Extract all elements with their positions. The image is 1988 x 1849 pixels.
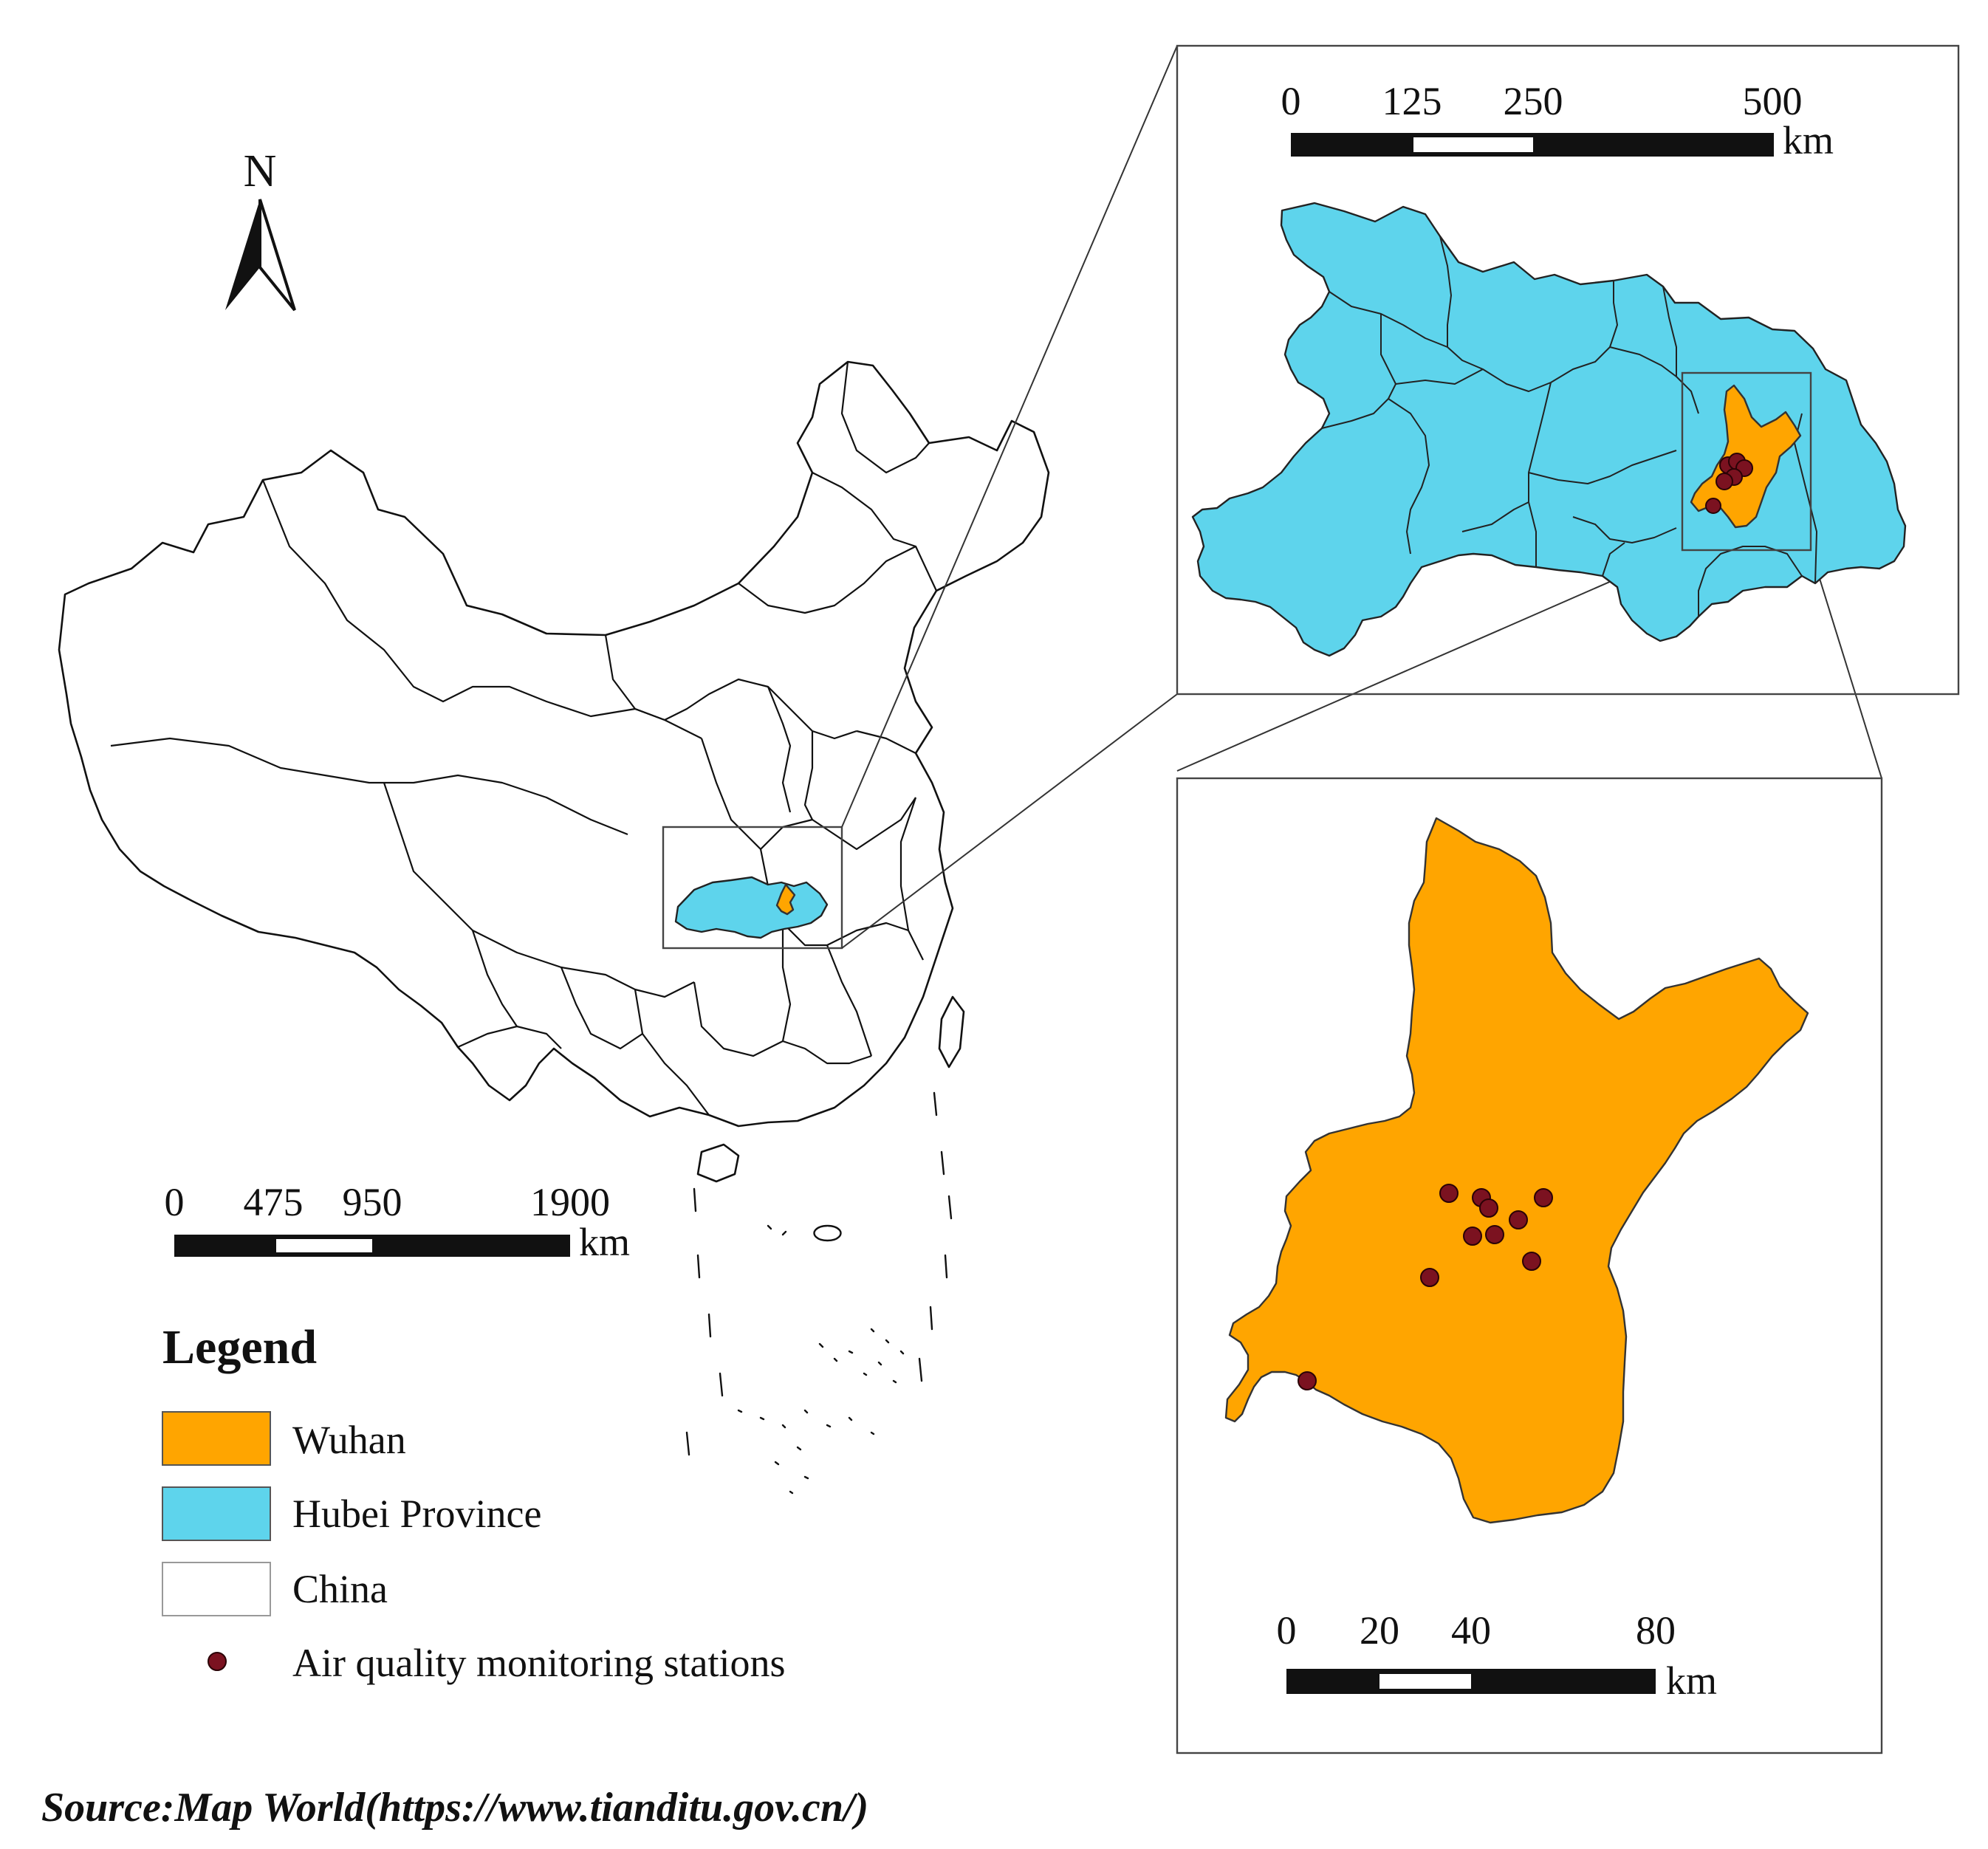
wuhan-stations [1298,1184,1553,1390]
legend-label: Hubei Province [292,1492,541,1536]
hubei-inset-wuhan [1690,384,1802,529]
station-marker [1298,1371,1317,1390]
station-marker [1534,1188,1553,1207]
scale-tick-label: 0 [1281,79,1301,123]
scale-tick-label: 950 [343,1180,402,1224]
legend-label: China [292,1567,388,1611]
scale-tick-label: 250 [1504,79,1563,123]
scale-unit: km [1666,1658,1717,1703]
station-marker [1485,1225,1504,1244]
legend-swatch-wuhan [162,1411,271,1466]
china-map [58,360,1050,1495]
legend-label: Air quality monitoring stations [292,1641,785,1685]
legend-swatch-china [162,1562,271,1616]
wuhan-inset [1176,777,1883,1754]
hubei-inset-frame [1176,44,1960,696]
leader-lines [841,45,1882,949]
china-hubei-frame [662,826,843,950]
scale-unit: km [1783,118,1834,162]
legend-label: Wuhan [292,1418,406,1462]
hubei-province-shape [1191,202,1907,657]
scale-unit: km [579,1220,630,1264]
station-marker [1463,1227,1482,1246]
scale-tick-label: 475 [244,1180,304,1224]
station-marker [1420,1268,1439,1287]
scale-tick-label: 40 [1451,1608,1491,1653]
station-marker [1479,1198,1498,1218]
hubei-inset [1176,44,1960,696]
legend-swatch-hubei [162,1486,271,1541]
scale-tick-label: 125 [1382,79,1442,123]
north-arrow-icon [225,199,260,310]
north-arrow: N [225,146,296,312]
scale-tick-label: 1900 [530,1180,610,1224]
scale-tick-label: 80 [1636,1608,1676,1653]
station-marker [1522,1252,1541,1271]
legend: Legend Wuhan Hubei Province China Air qu… [162,1320,785,1685]
legend-station-icon [208,1652,227,1671]
legend-title: Legend [162,1320,317,1374]
source-credit: Source:Map World(https://www.tianditu.go… [41,1785,868,1831]
wuhan-city-shape [1224,817,1809,1524]
hubei-scale-bar: 0 125 250 500 km [1281,79,1834,162]
china-scale-bar: 0 475 950 1900 km [165,1180,631,1264]
scale-tick-label: 0 [1277,1608,1297,1653]
china-outline [58,360,1050,1128]
south-china-sea-islands [685,1091,953,1495]
wuhan-scale-bar: 0 20 40 80 km [1277,1608,1718,1703]
wuhan-inset-frame [1176,777,1883,1754]
scale-tick-label: 0 [165,1180,185,1224]
north-arrow-label: N [244,146,277,196]
china-wuhan-patch [775,883,796,916]
hubei-inset-stations [1705,453,1753,514]
station-marker [1509,1210,1528,1229]
scale-tick-label: 20 [1360,1608,1399,1653]
station-marker [1439,1184,1459,1203]
hubei-inset-wuhan-frame [1681,371,1812,552]
scale-tick-label: 500 [1743,79,1803,123]
